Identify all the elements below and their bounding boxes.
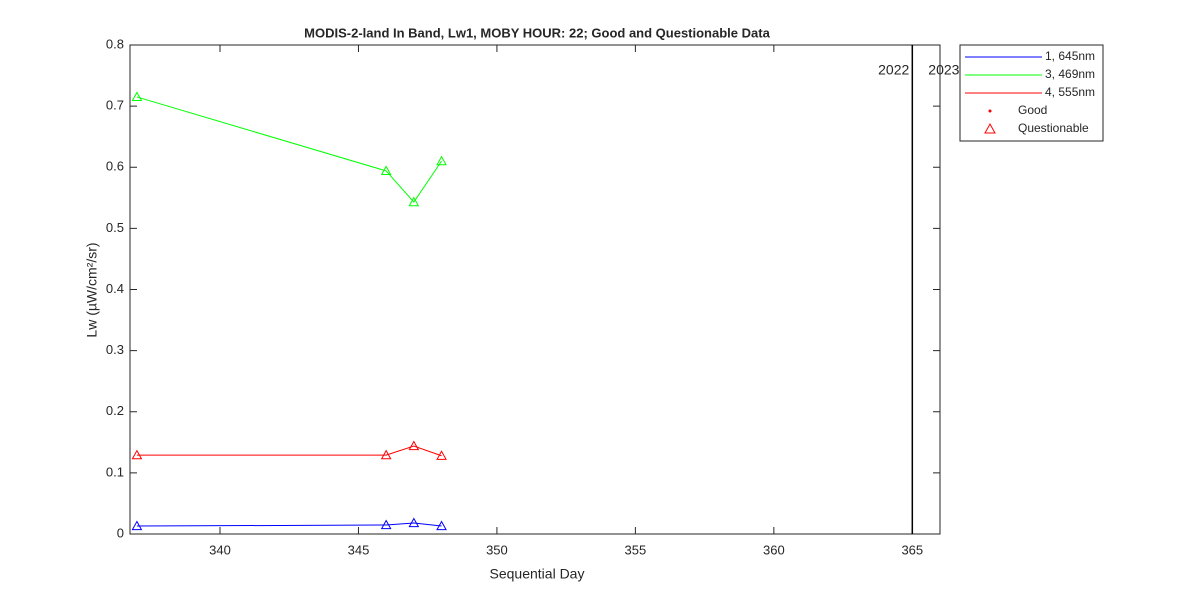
data-marker bbox=[436, 155, 447, 166]
chart-title: MODIS-2-land In Band, Lw1, MOBY HOUR: 22… bbox=[304, 25, 770, 40]
x-tick-label: 365 bbox=[901, 542, 923, 557]
year-label: 2023 bbox=[928, 62, 959, 78]
legend-label: 3, 469nm bbox=[1045, 67, 1095, 81]
legend-label: 4, 555nm bbox=[1045, 85, 1095, 99]
y-tick-label: 0 bbox=[117, 525, 124, 540]
legend-label: 1, 645nm bbox=[1045, 49, 1095, 63]
data-marker bbox=[408, 517, 420, 528]
legend-label: Questionable bbox=[1018, 121, 1089, 135]
y-tick-label: 0.7 bbox=[106, 98, 124, 113]
data-marker bbox=[408, 196, 420, 207]
plot-area bbox=[129, 44, 941, 535]
data-marker bbox=[131, 520, 143, 531]
x-tick-label: 350 bbox=[486, 542, 508, 557]
data-marker bbox=[436, 450, 447, 460]
y-tick-label: 0.2 bbox=[106, 403, 124, 418]
y-axis-label: Lw (µW/cm²/sr) bbox=[84, 242, 100, 337]
data-marker bbox=[131, 449, 143, 460]
series-line bbox=[136, 522, 442, 527]
data-marker bbox=[436, 520, 447, 531]
series-line bbox=[136, 445, 442, 457]
x-tick-label: 355 bbox=[625, 542, 647, 557]
year-label: 2022 bbox=[878, 62, 909, 78]
data-marker bbox=[380, 519, 392, 530]
x-axis-label: Sequential Day bbox=[490, 566, 585, 582]
y-tick-label: 0.8 bbox=[106, 36, 124, 51]
x-tick-label: 340 bbox=[209, 542, 231, 557]
y-tick-label: 0.1 bbox=[106, 464, 124, 479]
x-tick-label: 345 bbox=[348, 542, 370, 557]
legend-marker bbox=[988, 109, 992, 113]
data-marker bbox=[380, 165, 392, 176]
data-marker bbox=[131, 91, 143, 102]
legend-marker bbox=[984, 122, 996, 134]
data-marker bbox=[380, 449, 392, 460]
y-tick-label: 0.5 bbox=[106, 220, 124, 235]
legend-label: Good bbox=[1018, 103, 1047, 117]
x-tick-label: 360 bbox=[763, 542, 785, 557]
data-marker bbox=[408, 440, 420, 451]
y-tick-label: 0.6 bbox=[106, 159, 124, 174]
series-line bbox=[136, 96, 442, 203]
y-tick-label: 0.3 bbox=[106, 342, 124, 357]
y-tick-label: 0.4 bbox=[106, 281, 124, 296]
